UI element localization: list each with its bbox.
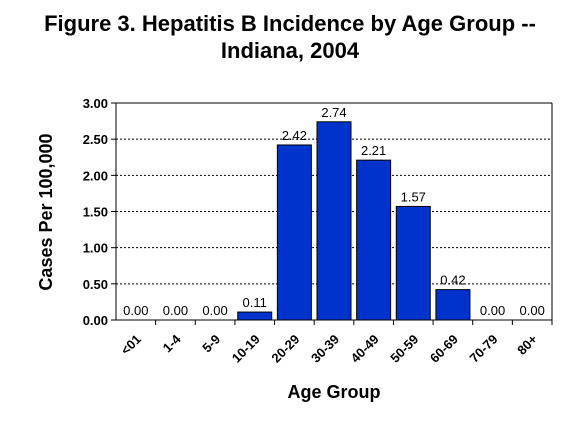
chart-title-line-2: Indiana, 2004 xyxy=(220,38,360,63)
bar-10-19 xyxy=(237,311,273,321)
bars xyxy=(237,121,471,321)
data-label: 1.57 xyxy=(401,189,426,204)
x-tick-label: 5-9 xyxy=(199,332,223,356)
bar-30-39 xyxy=(316,121,352,321)
chart-title: Figure 3. Hepatitis B Incidence by Age G… xyxy=(0,10,580,64)
data-label: 2.42 xyxy=(282,128,307,143)
data-label: 2.74 xyxy=(321,105,346,120)
y-tick-label: 0.50 xyxy=(83,277,108,292)
data-label: 0.00 xyxy=(163,303,188,318)
data-label: 0.11 xyxy=(243,295,267,310)
bar-60-69 xyxy=(435,289,471,321)
bar-40-49 xyxy=(356,159,392,321)
y-tick-label: 0.00 xyxy=(83,313,108,328)
x-axis-title: Age Group xyxy=(288,382,381,402)
data-label: 2.21 xyxy=(361,143,386,158)
y-tick-label: 1.00 xyxy=(83,241,108,256)
bar-20-29 xyxy=(276,144,312,321)
x-tick-label: 40-49 xyxy=(348,332,382,366)
x-tick-label: 30-39 xyxy=(308,332,342,366)
x-tick-label: 1-4 xyxy=(160,331,184,355)
y-tick-label: 1.50 xyxy=(83,205,108,220)
data-label: 0.42 xyxy=(440,273,465,288)
y-axis-title: Cases Per 100,000 xyxy=(36,133,56,290)
x-tick-label: 80+ xyxy=(514,331,540,357)
x-tick-label: <01 xyxy=(118,332,144,358)
bar-50-59 xyxy=(395,205,431,321)
data-label: 0.00 xyxy=(480,303,505,318)
y-tick-label: 3.00 xyxy=(83,96,108,111)
x-tick-label: 70-79 xyxy=(467,332,501,366)
data-label: 0.00 xyxy=(202,303,227,318)
x-tick-label: 10-19 xyxy=(229,332,263,366)
data-label: 0.00 xyxy=(123,303,148,318)
data-label: 0.00 xyxy=(520,303,545,318)
x-tick-label: 50-59 xyxy=(387,332,421,366)
data-labels: 0.00 0.00 0.00 0.11 2.42 2.74 2.21 1.57 0.42 0.00… xyxy=(123,105,545,318)
chart-title-line-1: Figure 3. Hepatitis B Incidence by Age G… xyxy=(44,11,536,36)
y-tick-label: 2.00 xyxy=(83,168,108,183)
x-tick-label: 60-69 xyxy=(427,332,461,366)
y-tick-label: 2.50 xyxy=(83,132,108,147)
x-tick-label: 20-29 xyxy=(268,332,302,366)
